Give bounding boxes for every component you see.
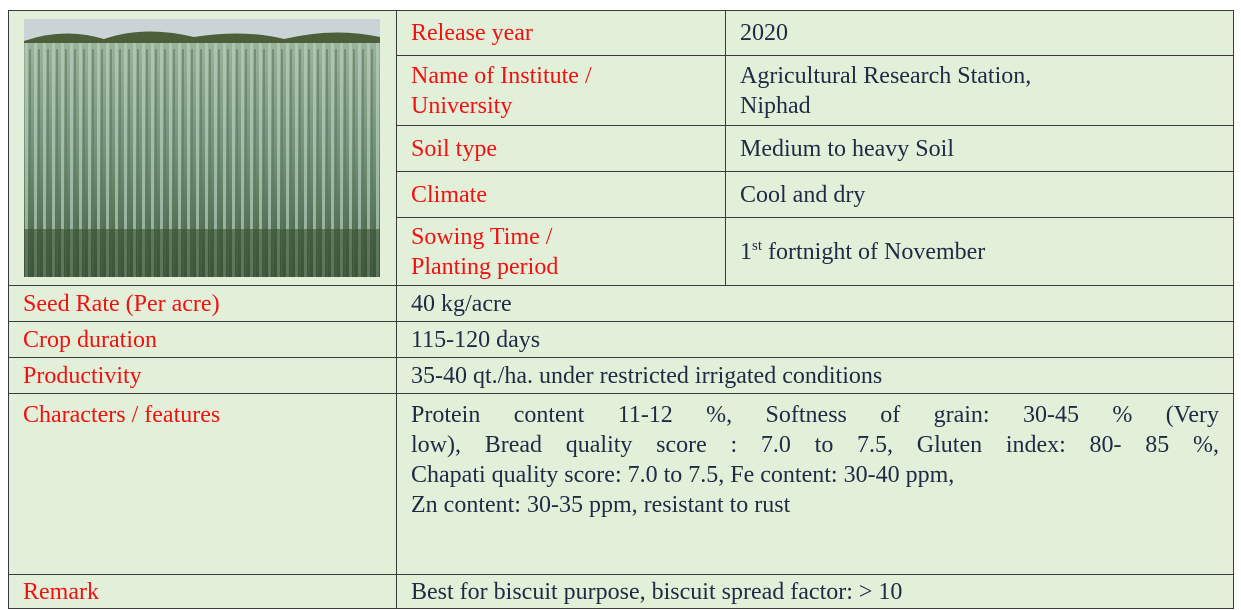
text-line: Planting period	[411, 252, 711, 282]
text-line: Niphad	[740, 91, 1219, 121]
text-line: Sowing Time /	[411, 222, 711, 252]
row-label: Remark	[9, 575, 397, 609]
row-label: Crop duration	[9, 322, 397, 358]
text-line: low), Bread quality score : 7.0 to 7.5, …	[411, 430, 1219, 460]
value-superscript: st	[752, 238, 762, 254]
row-label: Climate	[397, 172, 726, 218]
text-line: Chapati quality score: 7.0 to 7.5, Fe co…	[411, 460, 1219, 490]
value-text: fortnight of November	[762, 239, 985, 265]
row-value: 2020	[726, 11, 1234, 56]
row-label: Sowing Time /Planting period	[397, 218, 726, 286]
row-value: 115-120 days	[397, 322, 1234, 358]
row-label: Name of Institute /University	[397, 56, 726, 126]
row-value: Protein content 11-12 %, Softness of gra…	[397, 394, 1234, 575]
row-label: Release year	[397, 11, 726, 56]
table-row: Seed Rate (Per acre)40 kg/acre	[9, 286, 1234, 322]
value-text: 1	[740, 239, 752, 265]
row-label: Soil type	[397, 126, 726, 172]
text-line: Protein content 11-12 %, Softness of gra…	[411, 400, 1219, 430]
photo-cell	[9, 11, 397, 286]
row-value: 40 kg/acre	[397, 286, 1234, 322]
row-value: Agricultural Research Station,Niphad	[726, 56, 1234, 126]
text-line: Agricultural Research Station,	[740, 61, 1219, 91]
row-label: Productivity	[9, 358, 397, 394]
row-value: Cool and dry	[726, 172, 1234, 218]
row-value: 1st fortnight of November	[726, 218, 1234, 286]
row-value: 35-40 qt./ha. under restricted irrigated…	[397, 358, 1234, 394]
page: Release year2020Name of Institute /Unive…	[0, 0, 1241, 610]
text-line: University	[411, 91, 711, 121]
wheat-photo	[24, 19, 380, 277]
row-label: Characters / features	[9, 394, 397, 575]
row-value: Medium to heavy Soil	[726, 126, 1234, 172]
row-label: Seed Rate (Per acre)	[9, 286, 397, 322]
text-line: Name of Institute /	[411, 61, 711, 91]
row-value: Best for biscuit purpose, biscuit spread…	[397, 575, 1234, 609]
table-row: Characters / features Protein content 11-…	[9, 394, 1234, 575]
text-line: Zn content: 30-35 ppm, resistant to rust	[411, 490, 1219, 520]
